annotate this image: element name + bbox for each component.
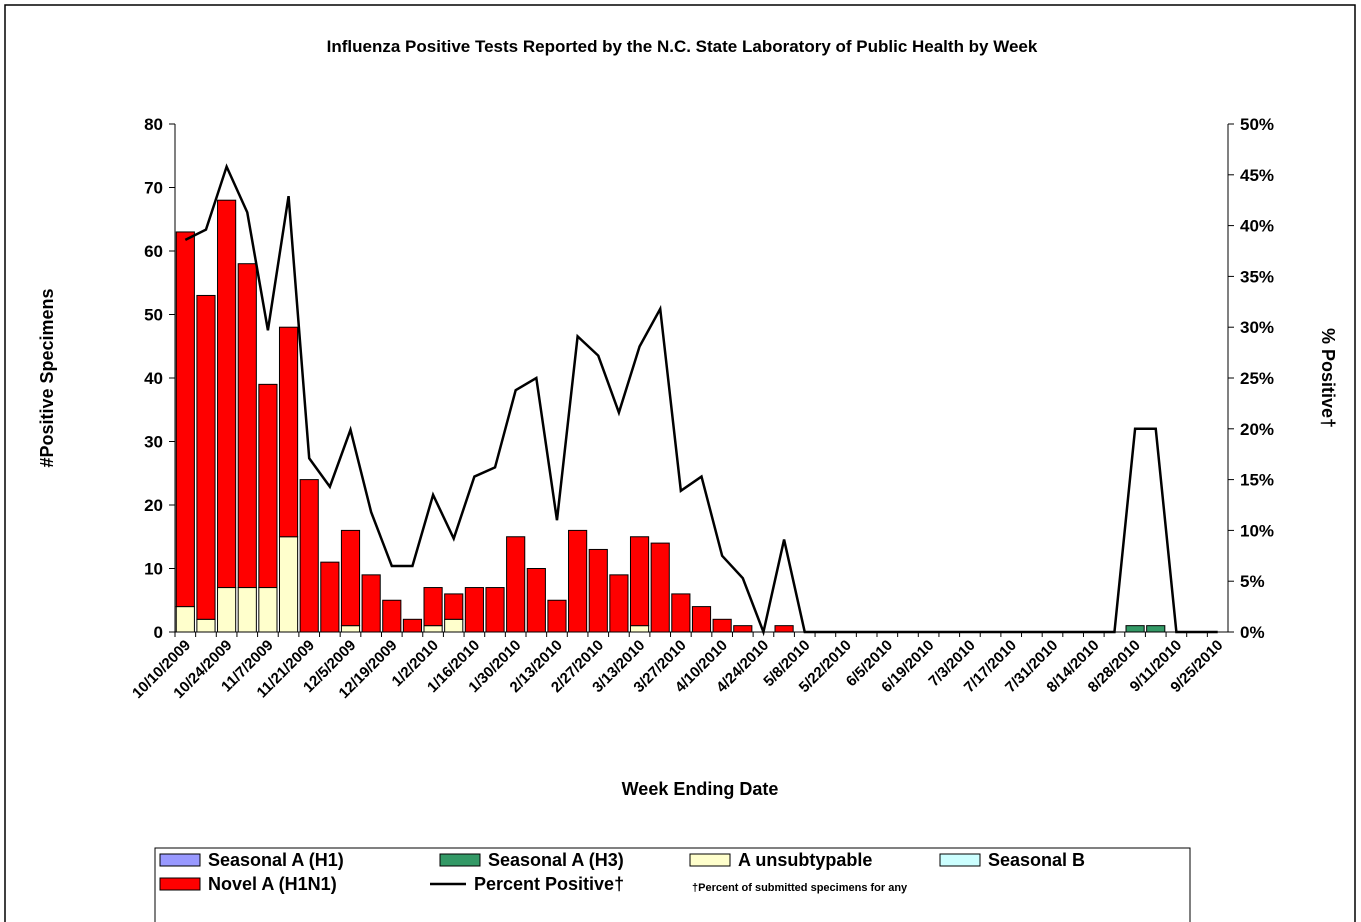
bar-segment xyxy=(1146,625,1166,633)
legend-swatch xyxy=(159,877,201,891)
bar-segment xyxy=(609,574,629,633)
bar-segment xyxy=(547,599,567,633)
bar-segment xyxy=(733,625,753,633)
y-tick-label: 10 xyxy=(144,560,163,579)
y-tick-label: 50 xyxy=(144,306,163,325)
bar-segment xyxy=(320,561,340,633)
bar-segment xyxy=(691,606,712,633)
bar-segment xyxy=(671,593,691,633)
bar-segment xyxy=(217,199,237,589)
bar-segment xyxy=(278,326,299,538)
legend-swatch xyxy=(439,853,481,867)
y2-tick-label: 0% xyxy=(1240,623,1265,642)
legend-label: Percent Positive† xyxy=(474,874,624,894)
bar-segment xyxy=(423,625,443,633)
y-tick-label: 30 xyxy=(144,433,163,452)
y2-tick-label: 20% xyxy=(1240,420,1274,439)
legend-swatch xyxy=(159,853,201,867)
bar-segment xyxy=(1125,625,1145,633)
y2-axis-title: % Positive† xyxy=(1318,328,1338,428)
bar-segment xyxy=(278,536,299,633)
bar-segment xyxy=(774,625,794,633)
y2-tick-label: 45% xyxy=(1240,166,1274,185)
bar-segment xyxy=(217,587,237,633)
bar-segment xyxy=(650,542,670,633)
bar-segment xyxy=(258,383,278,589)
bar-segment xyxy=(423,587,443,627)
y2-tick-label: 35% xyxy=(1240,267,1274,286)
bar-segment xyxy=(237,587,257,633)
bar-segment xyxy=(382,599,402,633)
bar-segment xyxy=(402,618,423,633)
x-axis-title: Week Ending Date xyxy=(622,779,779,799)
bar-segment xyxy=(588,548,608,633)
y-tick-label: 80 xyxy=(144,115,163,134)
bar-segment xyxy=(299,479,319,633)
bar-segment xyxy=(712,618,732,633)
bar-segment xyxy=(629,536,650,627)
legend-label: Seasonal A (H1) xyxy=(208,850,344,870)
y2-tick-label: 15% xyxy=(1240,471,1274,490)
y-axis-title: #Positive Specimens xyxy=(37,288,57,467)
bar-segment xyxy=(361,574,381,633)
y2-tick-label: 10% xyxy=(1240,521,1274,540)
legend-swatch xyxy=(689,853,731,867)
bar-segment xyxy=(196,294,216,620)
bar-segment xyxy=(526,568,546,633)
y-tick-label: 40 xyxy=(144,369,163,388)
bar-segment xyxy=(175,231,195,608)
bar-segment xyxy=(629,625,650,633)
y2-tick-label: 40% xyxy=(1240,217,1274,236)
bar-segment xyxy=(506,536,526,633)
bar-segment xyxy=(464,587,484,633)
y2-tick-label: 50% xyxy=(1240,115,1274,134)
legend-label: Seasonal A (H3) xyxy=(488,850,624,870)
bar-segment xyxy=(444,618,464,633)
line xyxy=(184,163,1218,637)
y2-tick-label: 25% xyxy=(1240,369,1274,388)
legend-box xyxy=(154,847,1191,922)
bar-segment xyxy=(568,529,588,633)
bar-segment xyxy=(340,625,361,633)
chart-title: Influenza Positive Tests Reported by the… xyxy=(327,37,1038,56)
legend-label: Seasonal B xyxy=(988,850,1085,870)
y-tick-label: 20 xyxy=(144,496,163,515)
y-tick-label: 70 xyxy=(144,179,163,198)
bar-segment xyxy=(485,587,505,633)
footnote: †Percent of submitted specimens for any xyxy=(692,882,908,894)
bar-segment xyxy=(196,618,216,633)
bar-segment xyxy=(175,606,195,633)
y2-tick-label: 30% xyxy=(1240,318,1274,337)
bar-segment xyxy=(237,263,257,589)
y2-tick-label: 5% xyxy=(1240,572,1265,591)
legend-label: Novel A (H1N1) xyxy=(208,874,337,894)
y-tick-label: 60 xyxy=(144,242,163,261)
legend-label: A unsubtypable xyxy=(738,850,872,870)
bar-segment xyxy=(340,529,361,627)
bar-segment xyxy=(258,587,278,633)
bar-segment xyxy=(444,593,464,620)
legend-swatch xyxy=(939,853,981,867)
y-tick-label: 0 xyxy=(154,623,163,642)
